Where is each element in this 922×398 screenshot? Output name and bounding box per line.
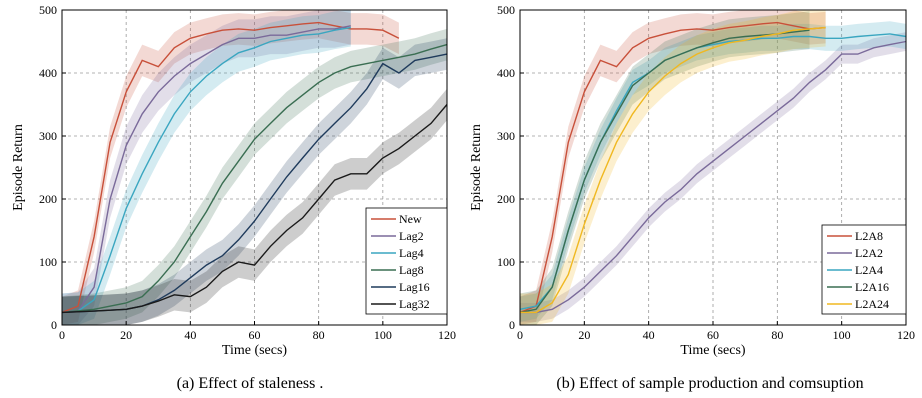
legend-label-lag8: Lag8 xyxy=(399,263,424,277)
series-band-l2a2 xyxy=(520,32,906,322)
x-tick-label: 40 xyxy=(643,328,655,342)
x-tick-label: 20 xyxy=(120,328,132,342)
series-line-lag4 xyxy=(61,26,351,314)
series-band-l2a16 xyxy=(520,11,810,326)
x-tick-label: 40 xyxy=(184,328,196,342)
x-tick-label: 80 xyxy=(771,328,783,342)
legend-label-new: New xyxy=(399,212,422,226)
y-tick-label: 200 xyxy=(497,192,515,206)
x-tick-label: 120 xyxy=(897,328,915,342)
series-band-lag4 xyxy=(62,10,351,325)
y-tick-label: 100 xyxy=(39,255,57,269)
y-tick-label: 300 xyxy=(39,129,57,143)
chart-panel-1: 0 20 40 60 80 100 120 0 100 200 300 400 500 Time (sec… xyxy=(469,3,915,392)
chart-panel-0: 0 20 40 60 80 100 120 0 100 200 300 400 500 Time (sec… xyxy=(11,3,456,392)
series-line-lag8 xyxy=(61,43,448,314)
series-band-lag8 xyxy=(62,28,447,326)
x-tick-label: 60 xyxy=(249,328,261,342)
legend-label-l2a16: L2A16 xyxy=(855,280,889,294)
legend-label-lag16: Lag16 xyxy=(399,280,430,294)
x-tick-label: 20 xyxy=(578,328,590,342)
x-axis-label: Time (secs) xyxy=(680,343,746,358)
y-tick-label: 500 xyxy=(497,3,515,17)
legend-label-lag32: Lag32 xyxy=(399,297,430,311)
legend-label-l2a24: L2A24 xyxy=(855,297,889,311)
series-band-new xyxy=(62,10,399,325)
series-line-l2a16 xyxy=(519,29,810,314)
y-axis-label: Episode Return xyxy=(469,124,484,211)
series-line-l2a24 xyxy=(520,26,826,314)
series-band-lag16 xyxy=(62,38,447,326)
x-tick-label: 120 xyxy=(438,328,456,342)
x-tick-label: 60 xyxy=(707,328,719,342)
y-tick-label: 500 xyxy=(39,3,57,17)
legend-label-l2a8: L2A8 xyxy=(855,229,883,243)
figure-caption: (b) Effect of sample production and coms… xyxy=(556,375,863,392)
series-line-lag16 xyxy=(61,53,448,314)
y-tick-label: 400 xyxy=(39,66,57,80)
x-tick-label: 0 xyxy=(517,328,523,342)
series-band-l2a24 xyxy=(520,10,826,325)
series-line-l2a8 xyxy=(519,21,826,314)
y-tick-label: 400 xyxy=(497,66,515,80)
series-line-lag32 xyxy=(61,104,448,314)
x-tick-label: 80 xyxy=(313,328,325,342)
x-tick-label: 100 xyxy=(833,328,851,342)
y-tick-label: 300 xyxy=(497,129,515,143)
series-line-l2a2 xyxy=(520,40,907,314)
x-tick-label: 0 xyxy=(59,328,65,342)
x-axis-label: Time (secs) xyxy=(222,343,288,358)
series-line-lag2 xyxy=(61,25,351,314)
series-band-lag32 xyxy=(62,88,447,325)
figure-caption: (a) Effect of staleness . xyxy=(177,375,324,392)
legend-box xyxy=(365,207,448,315)
legend-label-lag2: Lag2 xyxy=(399,229,424,243)
legend-label-l2a4: L2A4 xyxy=(855,263,883,277)
x-tick-label: 100 xyxy=(374,328,392,342)
y-tick-label: 100 xyxy=(497,255,515,269)
legend-label-l2a2: L2A2 xyxy=(855,246,883,260)
y-axis-label: Episode Return xyxy=(11,124,26,211)
y-tick-label: 0 xyxy=(509,318,515,332)
y-tick-label: 0 xyxy=(51,318,57,332)
y-tick-label: 200 xyxy=(39,192,57,206)
legend-label-lag4: Lag4 xyxy=(399,246,424,260)
series-band-l2a8 xyxy=(520,10,826,325)
